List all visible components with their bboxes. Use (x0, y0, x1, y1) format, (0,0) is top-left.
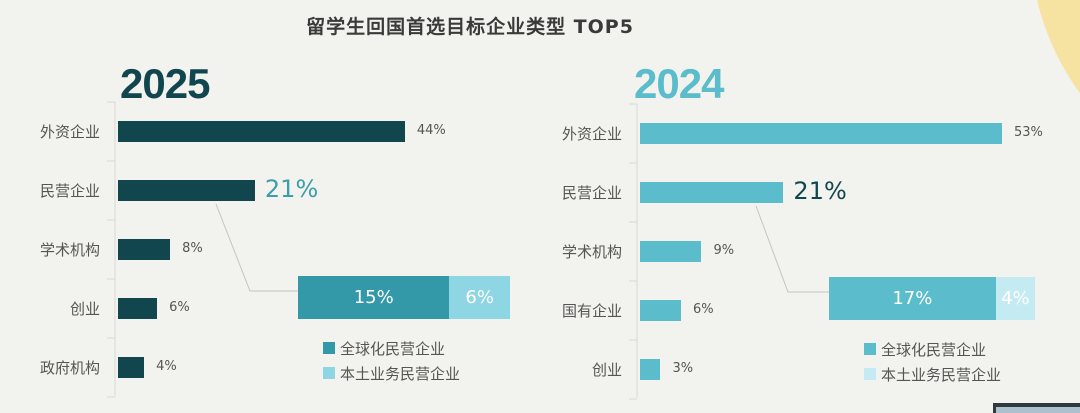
category-label: 创业 (69, 300, 100, 318)
value-label: 9% (713, 243, 735, 258)
category-label: 外资企业 (561, 125, 622, 143)
category-label: 学术机构 (561, 243, 622, 261)
value-label: 53% (1013, 125, 1043, 140)
category-label: 外资企业 (39, 123, 100, 141)
value-label: 21% (793, 177, 847, 205)
legend-label: 全球化民营企业 (881, 341, 987, 359)
stacked-segment: 17% (829, 277, 996, 320)
year-title: 2025 (120, 60, 210, 107)
chart-title: 留学生回国首选目标企业类型 TOP5 (306, 16, 634, 38)
bar (118, 239, 171, 260)
stacked-segment: 6% (449, 276, 510, 319)
connector-line (755, 205, 829, 293)
bar (640, 359, 661, 380)
category-label: 政府机构 (39, 359, 100, 377)
legend-swatch (864, 343, 876, 355)
category-label: 创业 (591, 361, 622, 379)
value-label: 6% (169, 300, 190, 315)
category-label: 民营企业 (561, 184, 622, 202)
category-label: 学术机构 (39, 241, 100, 259)
value-label: 3% (672, 361, 694, 376)
category-label: 民营企业 (39, 182, 100, 200)
bar (640, 182, 784, 203)
legend-swatch (864, 368, 876, 380)
legend-label: 本土业务民营企业 (340, 365, 461, 383)
value-label: 21% (264, 175, 319, 203)
legend-swatch (323, 342, 335, 354)
value-label: 6% (692, 302, 714, 317)
stacked-segment: 15% (298, 276, 450, 319)
connector-line (215, 203, 298, 292)
year-title: 2024 (634, 60, 724, 107)
legend-label: 本土业务民营企业 (881, 366, 1002, 384)
bar (640, 300, 681, 321)
bar (118, 180, 255, 201)
value-label: 4% (156, 359, 177, 374)
bar (640, 123, 1002, 144)
category-label: 国有企业 (561, 302, 622, 320)
bar (118, 357, 145, 378)
legend-swatch (323, 367, 335, 379)
bar (118, 121, 405, 142)
stacked-segment: 4% (995, 277, 1035, 320)
bar (118, 298, 158, 319)
value-label: 8% (182, 241, 203, 256)
legend-label: 全球化民营企业 (340, 340, 446, 358)
value-label: 44% (416, 123, 446, 138)
bar (640, 241, 702, 262)
